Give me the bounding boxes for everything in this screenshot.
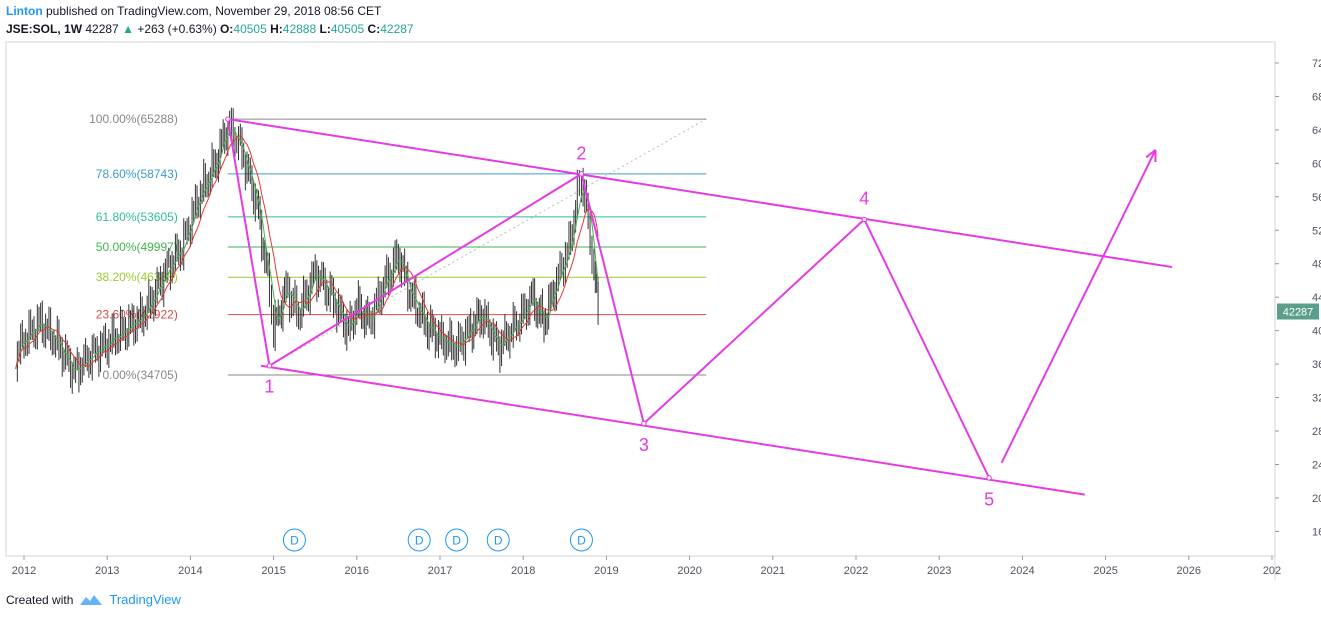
price-tick-label: 36000 (1312, 359, 1321, 371)
wave-point (986, 475, 992, 481)
dividend-marker (445, 528, 469, 552)
ohlc-line: JSE:SOL, 1W 42287 ▲ +263 (+0.63%) O:4050… (6, 22, 414, 36)
price-tick-label: 20000 (1312, 493, 1321, 505)
moving-average-slow (15, 135, 599, 370)
time-tick-label: 2017 (428, 565, 452, 577)
wave-label: 3 (639, 435, 649, 455)
author-name[interactable]: Linton (6, 4, 43, 18)
time-axis[interactable]: 2012 2013 2014 2015 2016 2017 2018 2019 2020 2021… (12, 556, 1281, 577)
wave-label: 5 (984, 490, 994, 510)
wave-point (641, 420, 647, 427)
time-tick-label: 2025 (1093, 565, 1117, 577)
elliott-wave-drawing[interactable]: 1 2 3 4 5 (225, 116, 1173, 510)
wave-point (266, 363, 273, 369)
dividend-label: D (415, 534, 424, 548)
wave-segment (226, 118, 271, 366)
fib-level-label: 0.00%(34705) (102, 368, 177, 382)
price-tick-label: 48000 (1312, 259, 1321, 271)
price-tick-label: 24000 (1312, 459, 1321, 471)
wave-segment (268, 173, 582, 367)
publish-line: Linton published on TradingView.com, Nov… (6, 4, 381, 18)
symbol-timeframe[interactable]: JSE:SOL, 1W (6, 22, 83, 36)
time-tick-label: 2024 (1010, 565, 1034, 577)
wave-point (578, 171, 585, 177)
time-tick-label: 2022 (844, 565, 868, 577)
publish-info: published on TradingView.com, November 2… (46, 4, 382, 18)
price-tick-label: 60000 (1312, 158, 1321, 170)
price-tick-label: 40000 (1312, 326, 1321, 338)
created-with-text: Created with (6, 592, 74, 607)
price-tick-label: 44000 (1312, 292, 1321, 304)
fib-level-label: 78.60%(58743) (96, 167, 178, 181)
time-tick-label: 2016 (345, 565, 369, 577)
footer: Created with TradingView (6, 592, 181, 607)
fibonacci-retracement[interactable]: 100.00%(65288) 78.60%(58743) 61.80%(53605)… (89, 112, 707, 382)
fib-trend-line (269, 118, 707, 367)
dividend-marker (569, 528, 593, 552)
low-label: L: (319, 22, 331, 36)
time-tick-label: 2019 (594, 565, 618, 577)
price-tick-label: 72000 (1312, 58, 1321, 70)
open-value: 40505 (233, 22, 267, 36)
high-value: 42888 (282, 22, 317, 36)
time-tick-label: 2015 (261, 565, 285, 577)
tradingview-logo-icon (80, 594, 103, 605)
dividend-marker (407, 528, 431, 552)
wave-label: 2 (576, 143, 586, 163)
moving-average-fast (15, 130, 599, 370)
dividend-label: D (452, 534, 461, 548)
projection-arrow-line (1000, 149, 1157, 464)
open-label: O: (220, 22, 234, 36)
last-price-tag (1277, 303, 1319, 320)
wave-point (861, 216, 868, 223)
price-tick-label: 68000 (1312, 91, 1321, 103)
dividend-label: D (577, 534, 586, 548)
time-tick-label: 2021 (761, 565, 785, 577)
projection-arrow-head (1145, 149, 1157, 163)
last-price-tag-label: 42287 (1283, 307, 1314, 319)
fib-level-label: 61.80%(53605) (96, 210, 178, 224)
high-label: H: (270, 22, 283, 36)
close-label: C: (367, 22, 381, 36)
wave-label: 1 (264, 377, 274, 397)
time-tick-label: 2013 (95, 565, 119, 577)
dividend-marker (282, 528, 306, 552)
up-arrow-icon: ▲ (122, 22, 134, 36)
brand-name[interactable]: TradingView (109, 592, 181, 607)
dividend-label: D (290, 534, 299, 548)
fib-level-label: 50.00%(49997) (96, 240, 178, 254)
price-change: +263 (+0.63%) (137, 22, 217, 36)
time-tick-label: 2020 (677, 565, 701, 577)
wave-segment (643, 218, 865, 425)
price-tick-label: 56000 (1312, 192, 1321, 204)
dividend-marker (486, 528, 510, 552)
close-value: 42287 (380, 22, 414, 36)
wave-label: 4 (859, 188, 869, 208)
last-price: 42287 (85, 22, 119, 36)
wave-point (225, 116, 231, 122)
time-tick-label: 2014 (178, 565, 202, 577)
price-tick-label: 16000 (1312, 526, 1321, 538)
wave-segment (580, 173, 645, 424)
time-tick-label: 2018 (511, 565, 535, 577)
price-tick-label: 52000 (1312, 225, 1321, 237)
dividend-label: D (494, 534, 503, 548)
time-tick-label: 2023 (927, 565, 951, 577)
price-tick-label: 64000 (1312, 125, 1321, 137)
low-value: 40505 (330, 22, 365, 36)
price-axis[interactable]: 16000 20000 24000 28000 32000 36000 40000 44000… (1275, 58, 1321, 538)
fib-level-label: 100.00%(65288) (89, 112, 178, 126)
channel-upper-line (227, 118, 1173, 269)
time-tick-label: 2026 (1177, 565, 1201, 577)
wave-segment (863, 218, 991, 479)
price-tick-label: 28000 (1312, 426, 1321, 438)
price-tick-label: 32000 (1312, 393, 1321, 405)
time-tick-label: 202 (1263, 565, 1281, 577)
time-tick-label: 2012 (12, 565, 36, 577)
channel-lower-line (260, 364, 1085, 496)
